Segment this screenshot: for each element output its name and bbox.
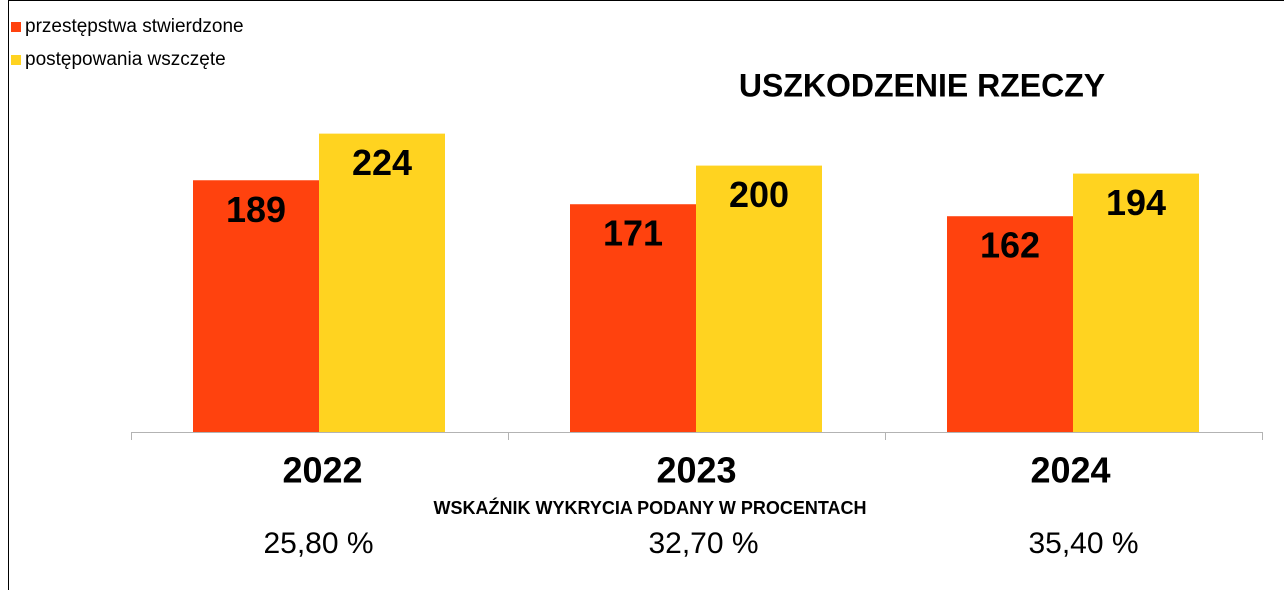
x-tick-label: 2024 [1030, 450, 1110, 491]
annotation-item: 35,40 % [1028, 527, 1138, 560]
chart-title: USZKODZENIE RZECZY [739, 67, 1105, 103]
legend-swatch [11, 22, 21, 32]
bar [570, 204, 696, 432]
data-label: 171 [603, 213, 663, 254]
bar [193, 180, 319, 432]
x-tick-label: 2023 [656, 450, 736, 491]
annotation-title: WSKAŹNIK WYKRYCIA PODANY W PROCENTACH [434, 497, 867, 518]
bar [947, 216, 1073, 432]
data-label: 189 [226, 189, 286, 230]
annotation-item: 32,70 % [648, 527, 758, 560]
bar [319, 133, 445, 432]
annotation-item: 25,80 % [263, 527, 373, 560]
x-tick-label: 2022 [282, 450, 362, 491]
data-label: 162 [980, 225, 1040, 266]
bar [1073, 173, 1199, 433]
legend-swatch [11, 55, 21, 65]
legend-label: przestępstwa stwierdzone [25, 16, 244, 37]
bar [696, 165, 822, 432]
data-label: 224 [352, 142, 412, 183]
data-label: 200 [729, 174, 789, 215]
data-label: 194 [1106, 182, 1166, 223]
legend-label: postępowania wszczęte [25, 49, 226, 70]
